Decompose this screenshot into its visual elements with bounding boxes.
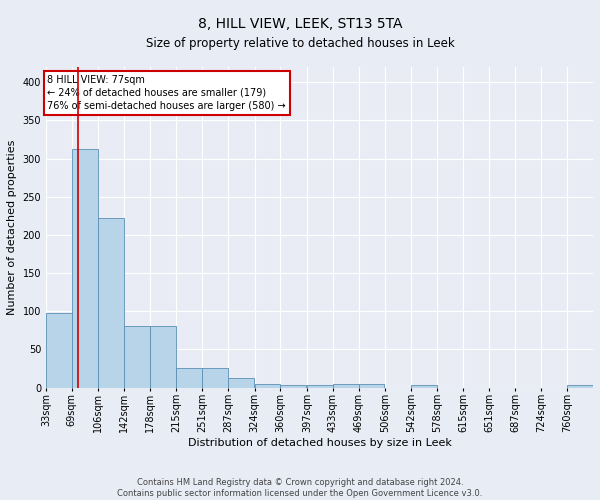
Bar — [411, 384, 437, 388]
Bar — [98, 218, 124, 388]
Bar — [46, 313, 72, 388]
Bar — [150, 326, 176, 388]
Bar — [72, 150, 98, 388]
Bar — [359, 384, 385, 388]
Bar — [124, 326, 150, 388]
Text: Size of property relative to detached houses in Leek: Size of property relative to detached ho… — [146, 38, 454, 51]
Bar — [307, 384, 333, 388]
X-axis label: Distribution of detached houses by size in Leek: Distribution of detached houses by size … — [188, 438, 451, 448]
Bar — [176, 368, 202, 388]
Text: 8 HILL VIEW: 77sqm
← 24% of detached houses are smaller (179)
76% of semi-detach: 8 HILL VIEW: 77sqm ← 24% of detached hou… — [47, 74, 286, 111]
Y-axis label: Number of detached properties: Number of detached properties — [7, 140, 17, 315]
Bar — [333, 384, 359, 388]
Bar — [202, 368, 228, 388]
Bar — [254, 384, 280, 388]
Bar — [567, 384, 593, 388]
Bar — [228, 378, 254, 388]
Text: 8, HILL VIEW, LEEK, ST13 5TA: 8, HILL VIEW, LEEK, ST13 5TA — [198, 18, 402, 32]
Text: Contains HM Land Registry data © Crown copyright and database right 2024.
Contai: Contains HM Land Registry data © Crown c… — [118, 478, 482, 498]
Bar — [280, 384, 306, 388]
